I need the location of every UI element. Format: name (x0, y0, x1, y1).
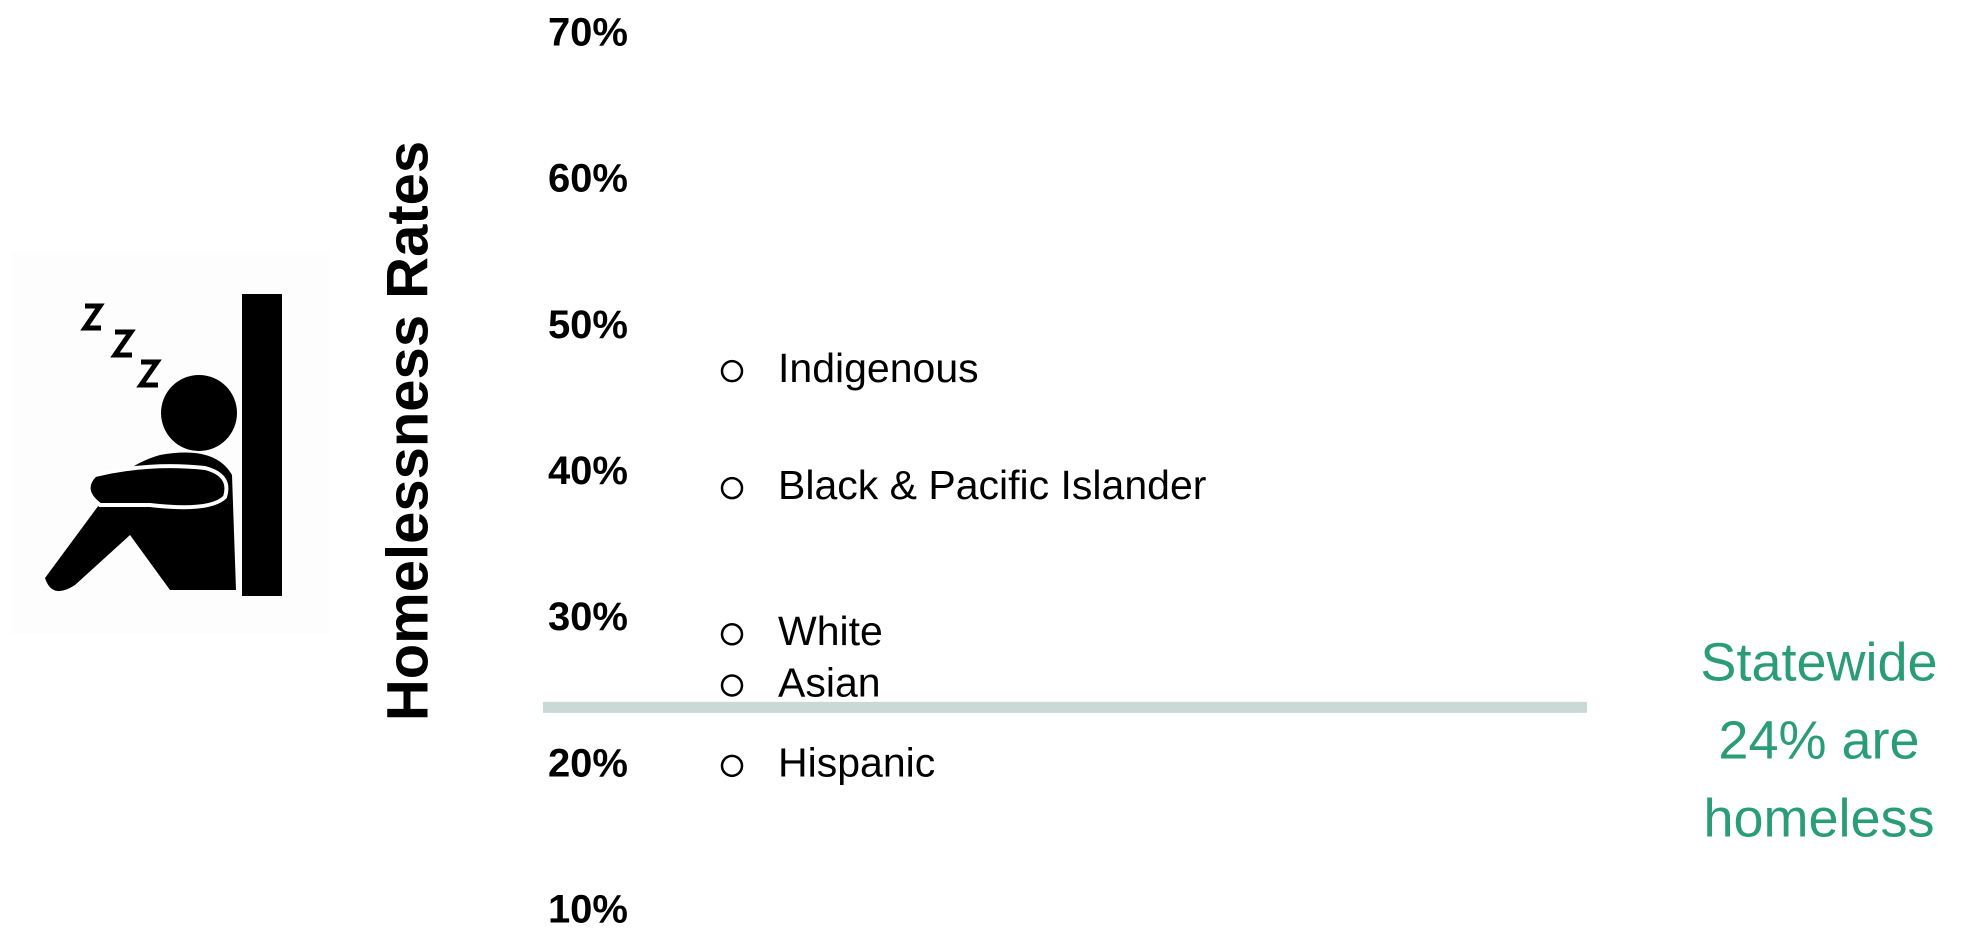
point (720, 754, 744, 778)
point (720, 674, 744, 697)
icon-arm (86, 464, 229, 510)
y-axis-label: Homelessness Rates (375, 141, 440, 721)
icon-z (136, 359, 162, 388)
reference-label: 24% are (1718, 710, 1919, 770)
y-tick-label: 70% (548, 11, 628, 55)
sleeping-person-icon (12, 252, 330, 634)
y-tick-label: 10% (548, 888, 628, 932)
y-tick-label: 40% (548, 449, 628, 493)
icon-head (161, 375, 237, 451)
point-label: Indigenous (778, 345, 979, 391)
icon-z (110, 329, 136, 358)
y-tick-label: 30% (548, 595, 628, 639)
y-tick-label: 60% (548, 157, 628, 201)
point (720, 623, 744, 646)
reference-label: homeless (1703, 788, 1934, 848)
point-label: White (778, 608, 883, 654)
icon-z (80, 303, 105, 331)
point (720, 359, 744, 383)
reference-label: Statewide (1700, 632, 1937, 692)
point-label: Hispanic (778, 740, 935, 786)
point-label: Asian (778, 659, 881, 705)
point-label: Black & Pacific Islander (778, 462, 1206, 508)
y-tick-label: 50% (548, 303, 628, 347)
y-tick-label: 20% (548, 741, 628, 785)
point (720, 476, 744, 500)
icon-wall (242, 294, 282, 596)
